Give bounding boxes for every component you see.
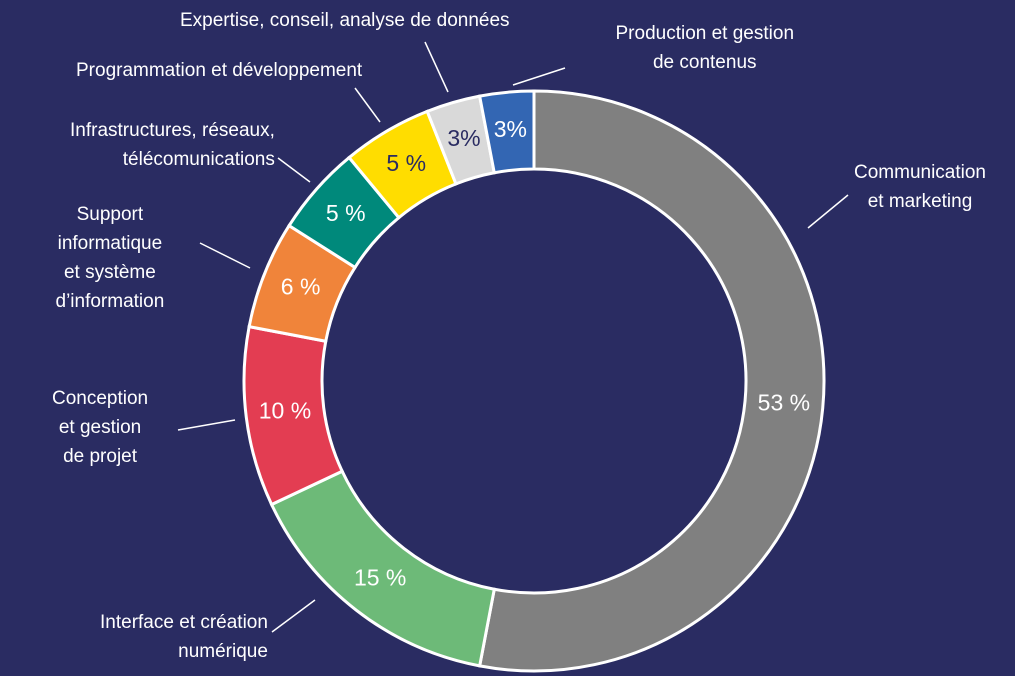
donut-segment <box>477 89 826 673</box>
leader-line <box>271 599 316 633</box>
category-label: Communication et marketing <box>854 162 986 212</box>
value-label: 3% <box>494 116 527 142</box>
category-label: Production et gestion de contenus <box>615 23 795 73</box>
category-label: Programmation et développement <box>76 60 363 81</box>
leader-line <box>424 41 449 93</box>
leader-line <box>277 157 311 183</box>
leader-line <box>199 242 251 269</box>
category-label: Support informatique et système d’inform… <box>55 204 165 312</box>
category-label: Expertise, conseil, analyse de données <box>180 10 510 31</box>
leader-line <box>354 87 381 123</box>
donut-segment <box>477 89 536 175</box>
leader-line <box>177 419 236 431</box>
leader-line <box>807 194 849 229</box>
value-label: 53 % <box>758 390 810 416</box>
value-label: 5 % <box>386 150 426 176</box>
category-label: Infrastructures, réseaux, télécomunicati… <box>70 120 275 170</box>
value-label: 6 % <box>281 274 321 300</box>
value-label: 3% <box>447 125 480 151</box>
leader-line <box>512 67 566 86</box>
category-label: Conception et gestion de projet <box>52 388 149 467</box>
value-label: 5 % <box>326 200 366 226</box>
value-label: 10 % <box>259 398 311 424</box>
category-label: Interface et création numérique <box>100 612 268 662</box>
value-label: 15 % <box>354 564 406 590</box>
